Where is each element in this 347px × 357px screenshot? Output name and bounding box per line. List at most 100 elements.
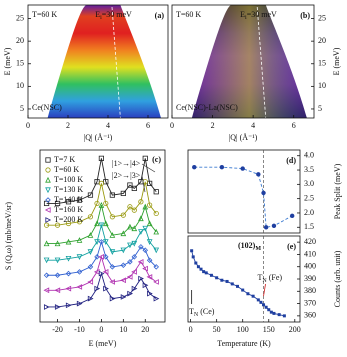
data-point bbox=[142, 155, 148, 161]
data-point bbox=[289, 213, 295, 219]
x-tick-label: 0 bbox=[189, 325, 193, 334]
data-point bbox=[131, 207, 137, 213]
data-point bbox=[109, 192, 115, 198]
data-point bbox=[109, 232, 116, 238]
x-tick-label: 2 bbox=[211, 121, 215, 130]
data-point bbox=[131, 225, 138, 232]
data-point bbox=[153, 264, 159, 270]
x-tick-label: 200 bbox=[289, 325, 301, 334]
x-tick-label: -10 bbox=[74, 325, 85, 334]
annotation-main: E bbox=[95, 10, 100, 19]
data-point bbox=[271, 223, 277, 229]
y-tick-label: 3.0 bbox=[304, 179, 314, 188]
data-point bbox=[127, 242, 133, 249]
x-tick-label: 150 bbox=[263, 325, 275, 334]
data-point bbox=[43, 222, 50, 228]
data-point bbox=[103, 200, 109, 207]
data-point bbox=[142, 203, 149, 210]
data-point bbox=[98, 222, 105, 229]
annotation: TN (Fe) bbox=[258, 273, 283, 285]
plot-frame bbox=[39, 149, 166, 323]
annotation: T=60 K bbox=[32, 10, 57, 19]
data-point bbox=[262, 303, 266, 307]
data-point bbox=[45, 217, 52, 223]
data-point bbox=[138, 244, 144, 250]
y-tick-label: 410 bbox=[304, 249, 316, 258]
data-point bbox=[76, 237, 83, 243]
data-point bbox=[65, 220, 72, 227]
plot-frame bbox=[171, 4, 315, 119]
y-tick-label: 10 bbox=[318, 81, 326, 90]
y-axis-label: S (Q,ω) (mb/meV/sr) bbox=[4, 202, 13, 270]
data-point bbox=[251, 294, 255, 298]
data-point bbox=[202, 270, 206, 274]
intensity-map bbox=[47, 5, 161, 118]
data-point bbox=[94, 239, 100, 245]
data-point bbox=[76, 300, 83, 307]
legend-label: T=200 K bbox=[54, 215, 83, 224]
annotation-main: T bbox=[258, 273, 263, 282]
data-point bbox=[256, 172, 261, 177]
data-point bbox=[120, 190, 126, 197]
data-point bbox=[153, 228, 160, 235]
data-point bbox=[131, 185, 137, 192]
data-point bbox=[131, 269, 137, 275]
data-point bbox=[45, 197, 51, 203]
data-point bbox=[246, 292, 250, 296]
annotation-sub: M bbox=[255, 246, 261, 252]
data-point bbox=[43, 304, 50, 310]
annotation-rest: (Fe) bbox=[267, 273, 283, 282]
data-point bbox=[87, 249, 94, 255]
y-tick-label: 25 bbox=[318, 13, 326, 22]
fit-line bbox=[194, 166, 293, 228]
data-point bbox=[272, 311, 276, 315]
data-point bbox=[147, 290, 153, 297]
fit-line bbox=[46, 205, 157, 244]
legend-label: T=160 K bbox=[54, 205, 83, 214]
data-point bbox=[87, 214, 94, 220]
data-point bbox=[65, 199, 72, 205]
panel-label: (d) bbox=[286, 156, 296, 165]
data-point bbox=[153, 210, 159, 217]
data-point bbox=[45, 157, 51, 163]
data-point bbox=[43, 240, 50, 247]
y-tick-label: 15 bbox=[16, 59, 24, 68]
data-point bbox=[109, 264, 116, 270]
legend-label: T=60 K bbox=[54, 165, 79, 174]
annotation: |2>→|3> bbox=[112, 171, 141, 180]
y-tick-label: 420 bbox=[304, 237, 316, 246]
x-tick-label: 0 bbox=[26, 121, 30, 130]
y-tick-label: 20 bbox=[318, 36, 326, 45]
data-point bbox=[94, 200, 100, 207]
y-tick-label: 1.5 bbox=[304, 222, 314, 231]
y-tick-label: 380 bbox=[304, 286, 316, 295]
data-point bbox=[120, 262, 127, 268]
annotation: TN (Ce) bbox=[189, 307, 215, 319]
data-point bbox=[142, 247, 149, 253]
y-tick-label: 25 bbox=[16, 13, 24, 22]
legend-label: T=100 K bbox=[54, 175, 83, 184]
annotation: Ei=30 meV bbox=[95, 10, 132, 22]
x-tick-label: 6 bbox=[292, 121, 296, 130]
y-tick-label: 20 bbox=[16, 36, 24, 45]
data-point bbox=[43, 257, 50, 264]
data-point bbox=[94, 254, 100, 260]
data-point bbox=[98, 202, 105, 208]
y-axis-label: E (meV) bbox=[332, 47, 341, 75]
q-guide bbox=[256, 6, 267, 119]
data-point bbox=[147, 180, 153, 186]
annotation-main: E bbox=[240, 10, 245, 19]
data-point bbox=[120, 247, 127, 254]
data-point bbox=[54, 287, 61, 294]
q-guide bbox=[111, 6, 121, 119]
x-tick-label: 10 bbox=[119, 325, 127, 334]
data-point bbox=[98, 155, 105, 161]
arrow bbox=[141, 163, 156, 173]
data-point bbox=[146, 220, 153, 227]
data-point bbox=[269, 310, 273, 314]
data-point bbox=[98, 239, 105, 245]
legend-label: T=130 K bbox=[54, 185, 83, 194]
data-point bbox=[103, 285, 109, 292]
x-tick-label: 100 bbox=[237, 325, 249, 334]
